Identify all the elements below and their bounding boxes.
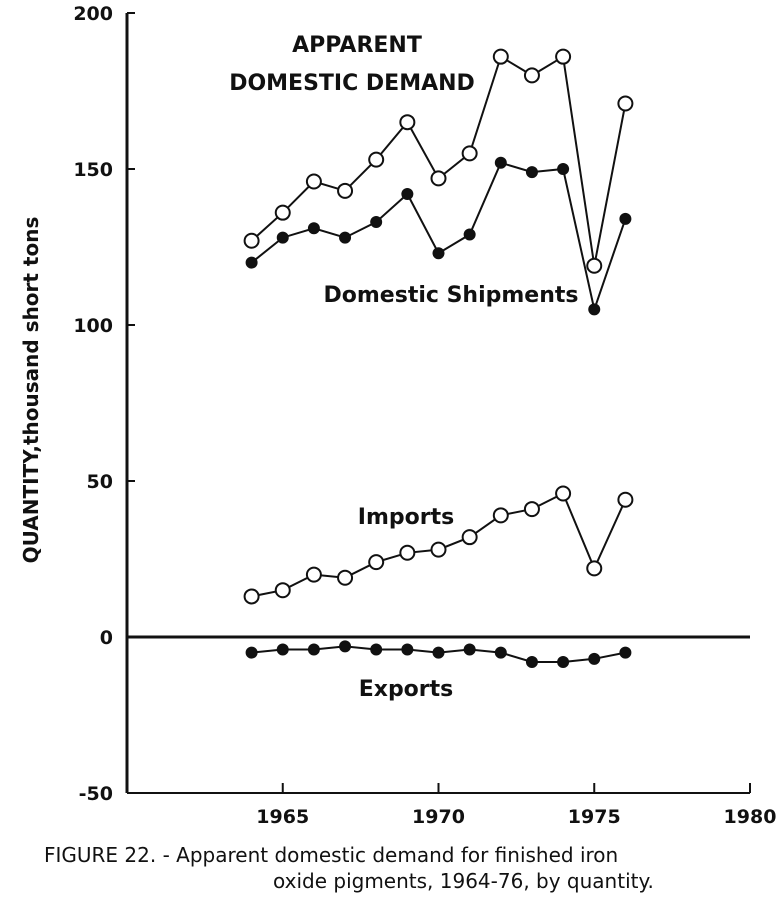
data-point [339,231,352,244]
data-point [557,655,570,668]
data-point [461,529,478,546]
data-point [401,643,414,656]
data-point [586,257,603,274]
data-point [555,48,572,65]
data-point [432,247,445,260]
data-point [586,560,603,577]
data-point [368,554,385,571]
label-exports: Exports [359,677,454,702]
data-point [401,187,414,200]
data-point [307,643,320,656]
data-point [432,646,445,659]
data-point [274,582,291,599]
data-point [276,643,289,656]
data-point [617,95,634,112]
data-point [463,643,476,656]
data-point [430,541,447,558]
series-3 [245,640,632,668]
x-tick-label: 1970 [412,806,465,828]
chart: 200 150 100 50 0 -50 1965 1970 1975 1980 QUANTITY… [19,3,776,828]
data-point [339,640,352,653]
data-point [337,569,354,586]
data-point [555,485,572,502]
series-layer [243,48,634,668]
series-1 [245,156,632,316]
series-2 [243,485,634,605]
y-tick-label: 150 [73,159,113,181]
axes: 200 150 100 50 0 -50 1965 1970 1975 1980 [73,3,776,828]
data-point [399,544,416,561]
data-point [494,646,507,659]
data-point [523,67,540,84]
data-point [588,303,601,316]
y-axis-label: QUANTITY,thousand short tons [19,217,43,564]
data-point [492,507,509,524]
x-tick-label: 1980 [724,806,777,828]
caption-line-2: oxide pigments, 1964-76, by quantity. [273,869,654,893]
x-tick-label: 1965 [256,806,309,828]
y-tick-label: 50 [87,471,113,493]
data-point [370,216,383,229]
data-point [463,228,476,241]
label-apparent-demand-line1: APPARENT [292,33,422,58]
data-point [494,156,507,169]
data-point [337,182,354,199]
data-point [492,48,509,65]
data-point [525,655,538,668]
data-point [274,204,291,221]
data-point [305,566,322,583]
data-point [430,170,447,187]
data-point [243,232,260,249]
data-point [523,501,540,518]
label-apparent-demand-line2: DOMESTIC DEMAND [229,71,475,96]
y-tick-label: 200 [73,3,113,25]
data-point [243,588,260,605]
data-point [399,114,416,131]
y-tick-label: -50 [79,783,113,805]
data-point [276,231,289,244]
data-point [588,652,601,665]
y-tick-label: 0 [100,627,113,649]
label-imports: Imports [358,505,454,530]
data-point [557,163,570,175]
x-tick-label: 1975 [568,806,621,828]
data-point [619,212,632,225]
data-point [461,145,478,162]
data-point [617,491,634,508]
caption-line-1: FIGURE 22. - Apparent domestic demand fo… [44,843,619,867]
data-point [245,646,258,659]
data-point [245,256,258,269]
label-domestic-shipments: Domestic Shipments [324,283,579,308]
figure-caption: FIGURE 22. - Apparent domestic demand fo… [44,842,780,894]
data-point [525,166,538,179]
data-point [370,643,383,656]
data-point [307,222,320,235]
data-point [305,173,322,190]
data-point [619,646,632,659]
series-0 [243,48,634,274]
y-tick-label: 100 [73,315,113,337]
data-point [368,151,385,168]
